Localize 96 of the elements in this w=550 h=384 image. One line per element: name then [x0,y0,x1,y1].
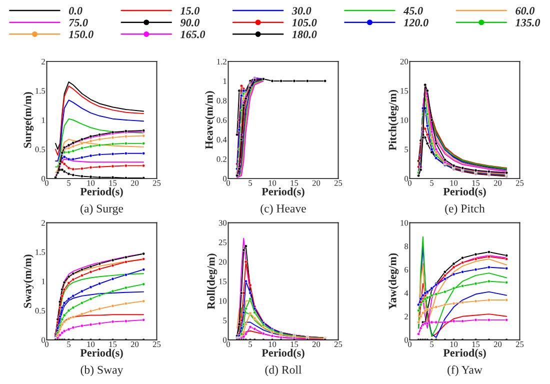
x-tick-label: 25 [334,341,342,348]
legend-label: 105.0 [292,18,317,26]
y-tick-label: 0.4 [216,136,227,143]
x-tick-label: 20 [312,180,320,186]
y-tick-label: 6 [404,266,408,273]
x-tick-label: 10 [87,341,95,348]
x-tick-label: 5 [67,342,71,348]
y-tick-label: 1 [223,78,226,84]
x-tick-label: 25 [334,180,342,186]
x-tick-label: 10 [268,341,276,348]
x-tick-label: 10 [450,341,458,348]
y-tick-label: 5 [404,146,408,152]
y-tick-label: 0.5 [35,146,46,152]
text: (c) Heave [260,204,306,215]
y-axis-title: Surge(m/m) [23,92,34,148]
y-tick-label: 1 [42,278,45,284]
y-tick-label: 25 [218,240,227,246]
x-tick-label: 20 [494,180,502,186]
y-tick-label: 10 [400,117,408,123]
legend-label: 0.0 [68,7,82,15]
y-axis-title: Heave(m/m) [204,91,216,150]
y-tick-label: 0.2 [216,156,226,162]
x-tick-label: 20 [130,180,139,186]
x-tick-label: 20 [494,341,502,348]
legend-label: 180.0 [292,30,317,38]
legend-label: 120.0 [404,18,428,26]
x-tick-label: 5 [248,180,252,186]
y-tick-label: 4 [404,290,408,296]
x-axis-title: Period(s) [262,188,304,198]
x-tick-label: 5 [430,342,434,348]
x-tick-label: 25 [152,341,161,348]
x-tick-label: 5 [430,180,434,186]
x-tick-label: 10 [87,180,95,186]
x-axis-title: Period(s) [80,188,123,198]
y-tick-label: 20 [218,259,227,265]
y-tick-label: 0 [223,176,227,182]
x-axis-title: Period(s) [443,348,486,359]
legend-label: 30.0 [292,7,312,15]
x-tick-label: 15 [290,342,298,348]
y-tick-label: 15 [219,278,227,284]
legend-label: 135.0 [516,18,540,26]
legend-label: 60.0 [516,7,535,15]
text: (b) Sway [80,365,124,376]
legend-label: 75.0 [69,18,88,26]
legend-label: 165.0 [180,30,206,38]
x-tick-label: 25 [152,180,161,186]
y-tick-label: 2 [42,220,45,226]
text: (d) Roll [265,365,302,376]
y-tick-label: 5 [223,318,227,324]
y-tick-label: 2 [42,58,45,64]
y-tick-label: 20 [400,58,408,64]
legend-label: 45.0 [403,7,423,15]
legend-label: 150.0 [68,30,94,38]
x-tick-label: 10 [268,180,276,186]
y-tick-label: 0.5 [35,308,46,314]
y-tick-label: 1.2 [217,58,226,64]
y-tick-label: 2 [404,314,408,320]
x-axis-title: Period(s) [80,348,123,359]
x-tick-label: 20 [312,341,320,348]
y-tick-label: 30 [218,220,227,226]
y-tick-label: 0 [42,176,46,182]
legend-label: 90.0 [180,18,200,26]
y-tick-label: 1.5 [36,88,46,94]
y-tick-label: 15 [400,88,408,94]
y-tick-label: 0 [404,337,408,343]
text: (f) Yaw [448,365,482,376]
y-tick-label: 0 [404,176,408,182]
y-tick-label: 1.5 [36,249,46,256]
y-axis-title: Roll(deg/m) [206,254,218,310]
x-tick-label: 15 [109,342,117,348]
x-axis-title: Period(s) [262,348,304,359]
y-tick-label: 8 [404,243,408,250]
x-tick-label: 5 [248,342,252,348]
x-tick-label: 25 [516,341,524,348]
x-tick-label: 20 [130,341,139,348]
legend-label: 15.0 [180,7,200,15]
x-tick-label: 15 [290,180,298,186]
y-tick-label: 1 [42,117,45,123]
x-tick-label: 25 [516,180,524,186]
y-tick-label: 0 [223,337,227,343]
y-tick-label: 0.6 [216,117,227,124]
y-tick-label: 10 [400,220,408,226]
text: (a) Surge [80,204,124,215]
x-axis-title: Period(s) [443,188,486,198]
x-tick-label: 15 [472,180,480,186]
y-tick-label: 0 [42,337,46,343]
x-tick-label: 15 [472,342,480,348]
y-axis-title: Yaw(deg/m) [388,253,399,310]
x-tick-label: 10 [450,180,458,186]
y-axis-title: Sway(m/m) [23,254,34,308]
y-axis-title: Pitch(deg/m) [388,90,399,150]
x-tick-label: 15 [109,180,117,186]
y-tick-label: 0.8 [216,98,227,104]
y-tick-label: 10 [219,298,227,304]
text: (e) Pitch [445,204,485,215]
x-tick-label: 5 [67,180,71,186]
